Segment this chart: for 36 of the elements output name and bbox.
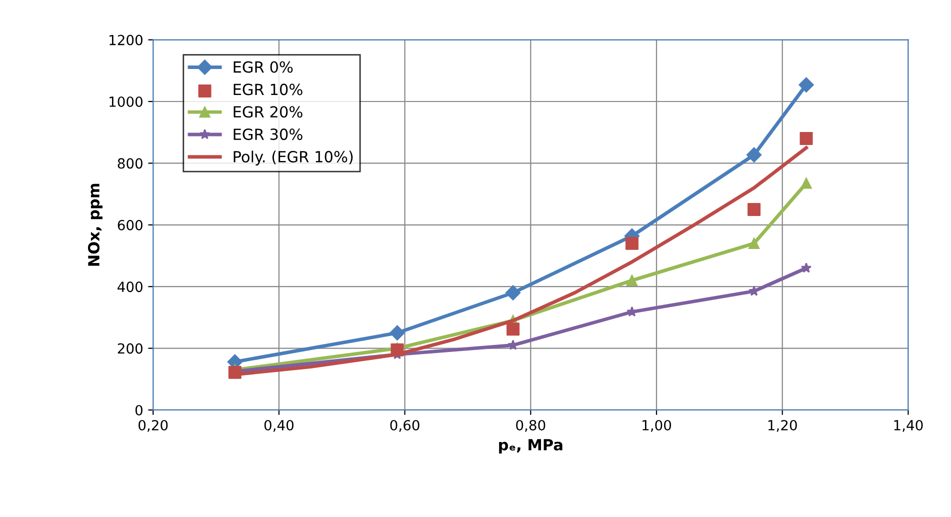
point (626, 274, 638, 286)
legend-label: EGR 20% (234, 106, 302, 118)
x-tick-label: 1,20 (768, 420, 797, 432)
legend-label: EGR 10% (234, 84, 302, 96)
point (506, 322, 520, 336)
point (746, 147, 762, 162)
y-axis-title: NOx, ppm (88, 184, 102, 266)
x-axis-title: pₑ, MPa (499, 439, 562, 454)
x-tick-label: 1,40 (894, 420, 923, 432)
point (748, 286, 760, 296)
x-tick-label: 0,80 (516, 420, 546, 432)
legend-label: EGR 0% (234, 61, 293, 73)
point (390, 325, 405, 340)
x-tick-label: 0,40 (264, 420, 294, 432)
x-tick-label: 0,60 (390, 420, 420, 432)
y-tick-label: 400 (118, 282, 142, 292)
point (748, 202, 761, 216)
x-tick-label: 1,00 (642, 420, 672, 432)
point (748, 238, 760, 249)
y-tick-label: 0 (135, 404, 142, 416)
y-tick-label: 1200 (110, 34, 142, 46)
point (228, 366, 242, 379)
point (505, 285, 521, 300)
y-tick-label: 200 (118, 343, 142, 354)
x-tick-label: 0,20 (138, 420, 168, 432)
point (625, 236, 638, 250)
point (800, 132, 813, 146)
point (390, 343, 404, 356)
point (800, 262, 812, 273)
y-tick-label: 800 (118, 158, 142, 169)
y-tick-label: 600 (118, 220, 142, 230)
legend-label: Poly. (EGR 10%) (234, 150, 353, 166)
point (798, 77, 814, 92)
legend-label: EGR 30% (234, 128, 302, 140)
y-tick-label: 1000 (110, 96, 142, 107)
point (800, 178, 812, 189)
